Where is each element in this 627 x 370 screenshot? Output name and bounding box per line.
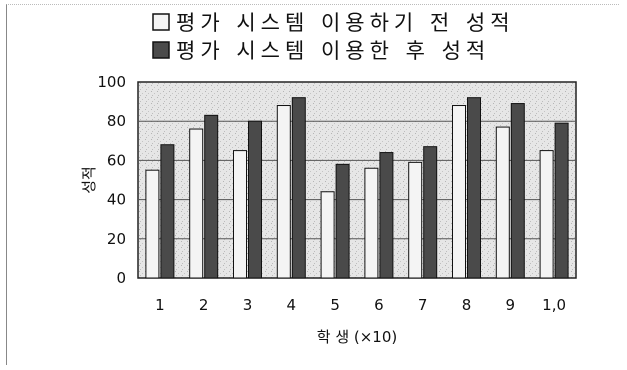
y-tick-label: 100	[97, 73, 126, 91]
bar-after	[249, 121, 262, 278]
bar-before	[540, 151, 553, 278]
y-tick-labels: 0 20 40 60 80 100	[97, 73, 126, 287]
y-tick-label: 0	[116, 269, 126, 287]
legend-label-after: 평가 시스템 이용한 후 성적	[176, 39, 490, 63]
x-tick-label: 9	[506, 296, 516, 314]
bar-before	[409, 162, 422, 278]
x-tick-label: 5	[330, 296, 340, 314]
y-tick-label: 20	[107, 230, 126, 248]
bar-after	[424, 147, 437, 278]
legend-item-after: 평가 시스템 이용한 후 성적	[153, 39, 490, 63]
bar-before	[190, 129, 203, 278]
bar-after	[205, 115, 218, 278]
bar-after	[292, 98, 305, 278]
y-tick-label: 40	[107, 191, 126, 209]
y-tick-label: 60	[107, 151, 126, 169]
bar-before	[496, 127, 509, 278]
legend: 평가 시스템 이용하기 전 성적 평가 시스템 이용한 후 성적	[153, 11, 515, 63]
x-tick-label: 2	[199, 296, 209, 314]
x-axis-label: 학 생 (×10)	[317, 328, 398, 346]
x-tick-label: 4	[287, 296, 297, 314]
x-tick-label: 7	[418, 296, 428, 314]
bar-after	[511, 104, 524, 278]
bar-before	[365, 168, 378, 278]
bar-after	[161, 145, 174, 278]
y-axis-label: 성적	[80, 166, 98, 194]
bar-before	[453, 106, 466, 278]
bar-after	[468, 98, 481, 278]
x-tick-labels: 1 2 3 4 5 6 7 8 9 1,0	[155, 296, 566, 314]
legend-swatch-before	[153, 14, 169, 30]
bar-before	[277, 106, 290, 278]
bar-before	[234, 151, 247, 278]
bar-after	[336, 164, 349, 278]
bar-after	[555, 123, 568, 278]
x-tick-label: 1,0	[542, 296, 566, 314]
bar-before	[321, 192, 334, 278]
legend-label-before: 평가 시스템 이용하기 전 성적	[176, 11, 515, 35]
plot-area	[138, 82, 576, 278]
legend-swatch-after	[153, 42, 169, 58]
x-tick-label: 6	[374, 296, 384, 314]
bar-before	[146, 170, 159, 278]
x-tick-label: 1	[155, 296, 165, 314]
x-tick-label: 3	[243, 296, 253, 314]
y-tick-label: 80	[107, 112, 126, 130]
x-tick-label: 8	[462, 296, 472, 314]
bar-after	[380, 153, 393, 278]
legend-item-before: 평가 시스템 이용하기 전 성적	[153, 11, 515, 35]
